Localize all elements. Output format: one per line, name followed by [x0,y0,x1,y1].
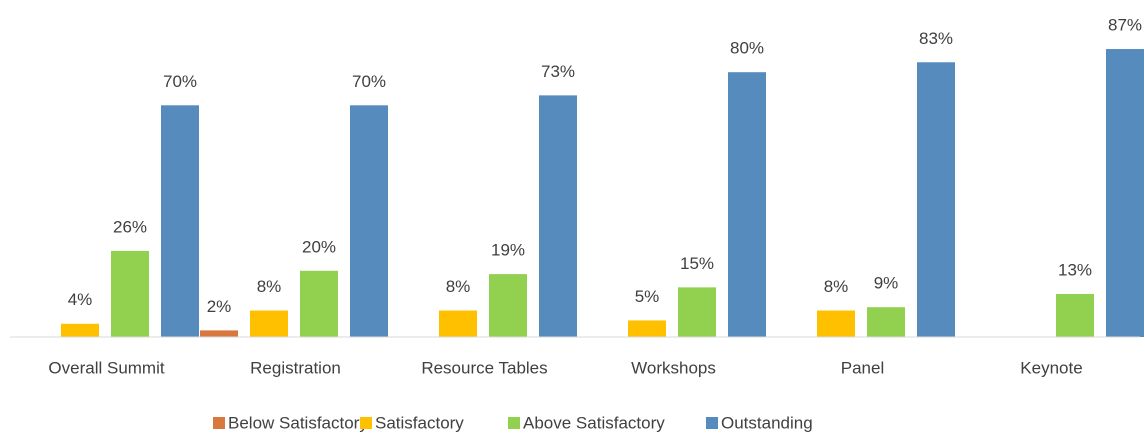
legend-swatch [508,417,520,429]
data-label: 26% [113,217,147,236]
data-label: 87% [1108,16,1142,35]
bar [250,310,288,337]
bar [161,105,199,337]
data-label: 80% [730,39,764,58]
bar [350,105,388,337]
data-label: 5% [635,287,660,306]
data-label: 19% [491,241,525,260]
data-label: 4% [68,290,93,309]
bar [489,274,527,337]
legend-label: Outstanding [721,413,813,432]
data-label: 83% [919,29,953,48]
data-label: 15% [680,254,714,273]
data-label: 9% [874,274,899,293]
x-tick-label: Workshops [631,358,716,377]
bar [728,72,766,337]
bar [678,287,716,337]
data-label: 2% [207,297,232,316]
bar [1106,49,1144,337]
legend-swatch [706,417,718,429]
bar [917,62,955,338]
data-label: 20% [302,237,336,256]
bar [539,95,577,338]
data-label: 13% [1058,260,1092,279]
bar [867,307,905,337]
legend-label: Below Satisfactory [228,413,368,432]
bar [61,323,99,337]
data-label: 70% [163,72,197,91]
legend-swatch [213,417,225,429]
data-label: 70% [352,72,386,91]
bar [628,320,666,337]
x-tick-label: Keynote [1020,358,1082,377]
legend-label: Above Satisfactory [523,413,665,432]
bar [200,330,238,337]
x-tick-label: Overall Summit [48,358,164,377]
data-label: 73% [541,62,575,81]
bar [439,310,477,337]
data-label: 8% [257,277,282,296]
x-tick-label: Panel [841,358,884,377]
legend-label: Satisfactory [375,413,464,432]
bar [300,270,338,337]
data-label: 8% [824,277,849,296]
x-tick-label: Registration [250,358,341,377]
legend-swatch [360,417,372,429]
bar [817,310,855,337]
x-tick-label: Resource Tables [421,358,547,377]
bar [1056,293,1094,337]
bar [111,250,149,337]
data-label: 8% [446,277,471,296]
